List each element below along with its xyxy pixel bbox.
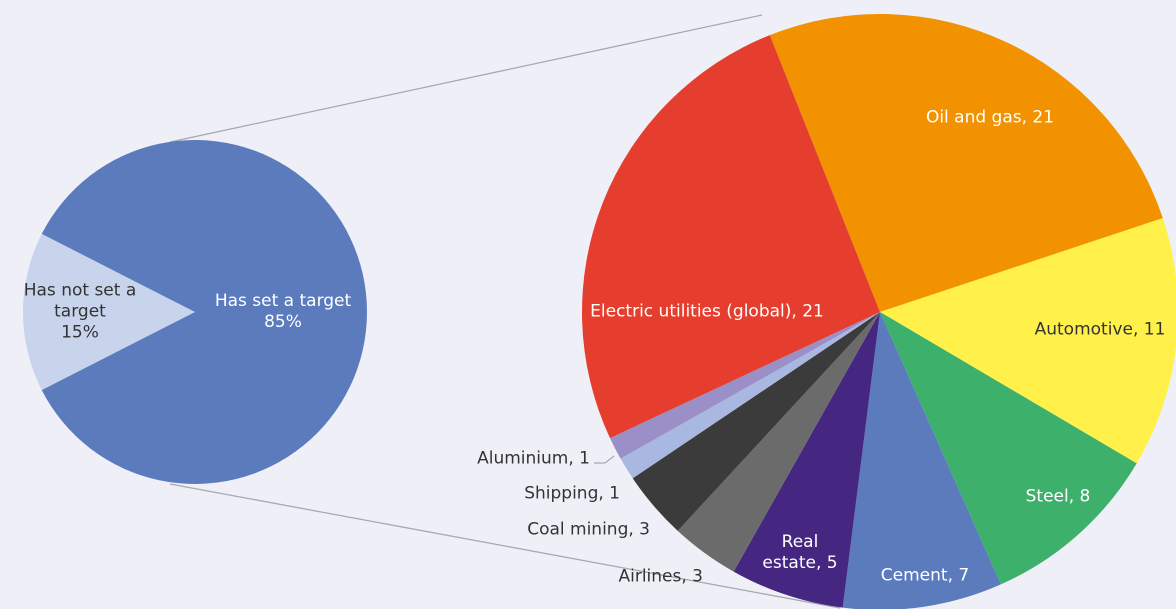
data-label: Cement, 7 [880, 565, 970, 586]
category-label: Has not set a target [23, 280, 137, 322]
data-label: Has not set a target 15% [20, 281, 140, 344]
category-label: Has set a target [214, 291, 352, 311]
data-label: Real estate, 5 [762, 532, 838, 573]
pie-slice [880, 312, 1137, 585]
pie-slice [620, 312, 880, 479]
connector-line [169, 14, 763, 143]
connector-line [169, 483, 841, 609]
pie-slice [677, 312, 880, 572]
value-label: 15% [61, 322, 99, 343]
pie-slice [769, 13, 1163, 312]
pie-slice [582, 35, 880, 439]
pie-slice [609, 312, 880, 459]
data-label: Automotive, 11 [1034, 319, 1166, 340]
pie-slice [880, 218, 1176, 464]
data-label: Airlines, 3 [618, 566, 703, 587]
pie-slice [842, 312, 1001, 609]
data-label: Coal mining, 3 [527, 519, 650, 540]
pie-slice [632, 312, 880, 531]
pie-slice [41, 139, 368, 484]
data-label: Oil and gas, 21 [925, 107, 1055, 128]
data-label: Shipping, 1 [524, 483, 620, 504]
data-label: Steel, 8 [1025, 486, 1091, 507]
leader-line [594, 455, 615, 464]
pie-slice [23, 233, 196, 391]
value-label: 85% [264, 312, 302, 332]
data-label: Electric utilities (global), 21 [590, 301, 824, 322]
data-label: Has set a target 85% [193, 291, 373, 333]
pie-slice [733, 312, 880, 608]
data-label: Aluminium, 1 [477, 448, 590, 469]
